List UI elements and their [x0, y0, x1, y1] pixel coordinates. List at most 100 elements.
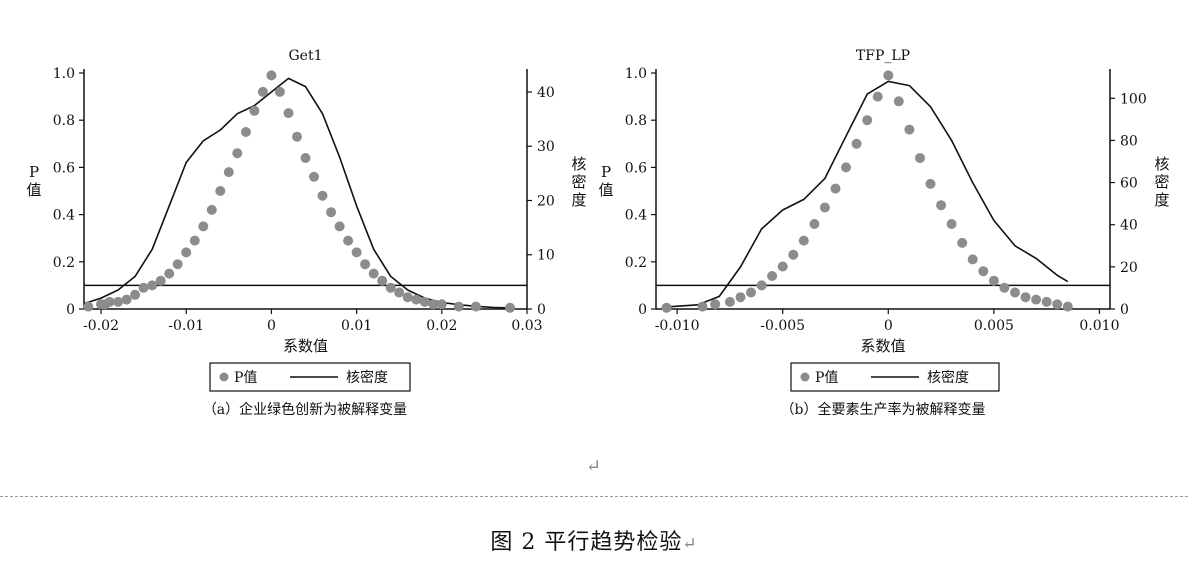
p-value-point: [343, 235, 354, 246]
right-tick-label: 40: [537, 85, 555, 101]
right-axis-label-char: 度: [1154, 191, 1169, 209]
p-value-point: [798, 235, 809, 246]
right-axis-label-char: 密: [1154, 173, 1169, 191]
legend-label-density: 核密度: [927, 369, 969, 386]
p-value-point: [746, 287, 756, 298]
right-tick-label: 0: [537, 302, 546, 318]
x-axis-label: 系数值: [860, 337, 905, 355]
p-value-point: [300, 153, 311, 163]
p-value-point: [266, 70, 277, 81]
p-value-point: [130, 289, 141, 300]
p-value-point: [1062, 301, 1073, 312]
left-tick-label: 1.0: [53, 66, 75, 82]
right-tick-label: 10: [537, 248, 555, 264]
p-value-point: [198, 221, 209, 232]
p-value-point: [851, 138, 862, 149]
right-axis-label: 核密度: [1154, 155, 1169, 209]
p-value-point: [1031, 294, 1042, 305]
chart-title: Get1: [288, 48, 322, 64]
x-axis-label: 系数值: [283, 337, 328, 355]
p-value-point: [819, 202, 830, 213]
right-tick-label: 20: [1120, 260, 1138, 276]
legend-point-symbol: [800, 372, 810, 382]
p-value-point: [1052, 299, 1063, 310]
x-tick-label: 0.010: [1079, 318, 1119, 334]
p-value-point: [206, 204, 217, 215]
legend: P值 核密度: [209, 362, 411, 392]
density-curve: [666, 80, 1069, 308]
paragraph-mark-caption: ↵: [682, 534, 698, 554]
x-tick-label: 0.03: [511, 318, 542, 334]
p-value-point: [181, 247, 192, 258]
p-value-point: [249, 105, 260, 116]
left-axis-label-char: P: [29, 163, 39, 181]
page-break-rule: [0, 496, 1188, 497]
p-value-point: [274, 86, 285, 97]
p-value-point: [223, 167, 234, 178]
p-value-point: [697, 301, 708, 312]
p-value-point: [453, 301, 464, 312]
x-tick-label: -0.005: [760, 318, 805, 334]
p-value-point: [436, 299, 447, 310]
chart-panel-b: TFP_LP 0 0.2 0.4 0.6 0.8 1.0 0 20 40 60 80 100 -0.010…: [598, 48, 1169, 418]
p-value-point: [360, 259, 371, 270]
x-tick-label: -0.01: [168, 318, 204, 334]
p-value-point: [809, 219, 820, 229]
p-value-point: [402, 292, 413, 303]
chart-panel-a: Get1 0 0.2 0.4 0.6 0.8 1.0 0 10 20 30 40 -0.02 -0.01 0…: [26, 48, 586, 418]
legend-label-p-value: P值: [234, 370, 257, 386]
p-value-point: [661, 302, 672, 313]
p-value-point: [915, 153, 925, 163]
left-tick-label: 0.6: [53, 160, 75, 176]
p-value-point: [946, 219, 957, 229]
p-value-point: [841, 162, 851, 173]
p-value-point: [710, 299, 721, 310]
p-value-point: [138, 282, 149, 293]
left-axis-label-char: P: [601, 163, 611, 181]
legend-label-density: 核密度: [346, 369, 388, 386]
p-value-point: [292, 131, 302, 142]
right-axis-label-char: 核: [1154, 155, 1169, 173]
left-axis-label-char: 值: [598, 181, 613, 199]
p-value-point: [1010, 287, 1020, 298]
p-value-point: [419, 296, 430, 307]
p-value-point: [735, 292, 746, 303]
legend: P值 核密度: [790, 362, 1000, 392]
left-tick-label: 0.8: [53, 113, 75, 129]
p-value-point: [394, 287, 405, 298]
p-value-point: [830, 183, 841, 194]
p-value-point: [113, 296, 124, 307]
paragraph-mark: ↵: [586, 456, 602, 477]
p-value-point: [1020, 292, 1031, 303]
p-value-point: [999, 282, 1010, 293]
p-value-point: [377, 275, 388, 286]
x-tick-label: -0.010: [655, 318, 700, 334]
p-value-point: [411, 294, 422, 305]
p-value-point: [988, 275, 999, 286]
p-value-point: [189, 235, 200, 246]
density-curve: [83, 77, 511, 309]
panel-caption: （b）全要素生产率为被解释变量: [781, 401, 986, 418]
p-value-point: [283, 108, 294, 119]
right-tick-label: 30: [537, 139, 555, 155]
p-value-point: [505, 302, 515, 313]
right-tick-label: 80: [1120, 133, 1138, 149]
p-value-point: [317, 190, 328, 201]
left-tick-label: 0.2: [625, 255, 647, 271]
p-value-point: [326, 207, 337, 218]
left-tick-label: 0.4: [53, 208, 75, 224]
legend-label-p-value: P值: [815, 370, 838, 386]
p-value-point: [862, 115, 873, 126]
legend-point-symbol: [219, 372, 229, 382]
left-tick-label: 0.2: [53, 255, 75, 271]
x-tick-label: 0: [884, 318, 893, 334]
left-tick-label: 0: [66, 302, 75, 318]
p-value-point: [309, 171, 319, 182]
p-value-point: [351, 247, 362, 258]
p-value-point: [767, 271, 778, 281]
p-value-point: [957, 237, 968, 248]
p-value-point: [777, 261, 788, 272]
p-value-point: [967, 254, 978, 265]
